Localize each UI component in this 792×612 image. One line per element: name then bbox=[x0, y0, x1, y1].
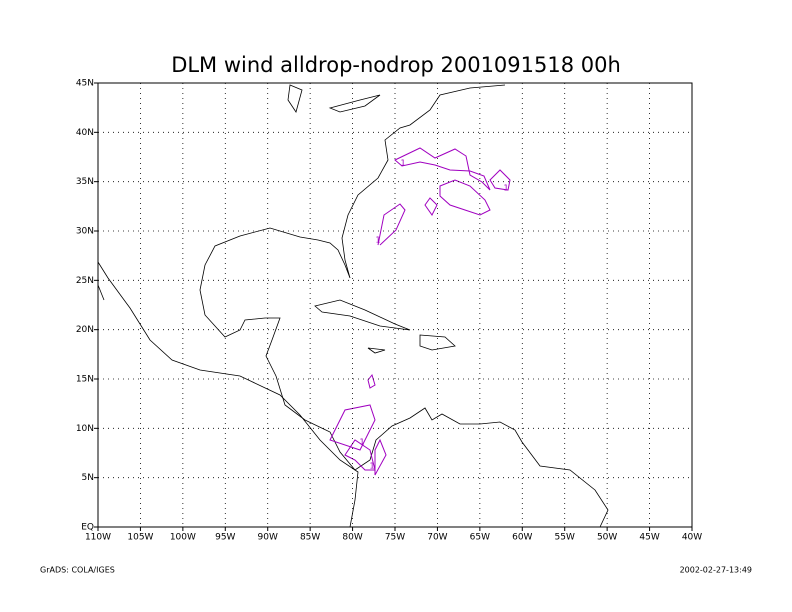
x-tick-label: 105W bbox=[127, 533, 153, 543]
contour bbox=[367, 373, 376, 389]
x-tick-label: 45W bbox=[639, 533, 659, 543]
lake bbox=[328, 94, 381, 113]
contour bbox=[394, 147, 491, 191]
x-tick-label: 40W bbox=[682, 533, 702, 543]
footer-right: 2002-02-27-13:49 bbox=[680, 566, 752, 575]
y-tick-label: 45N bbox=[76, 79, 94, 89]
x-tick-label: 65W bbox=[470, 533, 490, 543]
plot-frame bbox=[97, 82, 693, 528]
x-tick-label: 90W bbox=[258, 533, 278, 543]
x-tick-label: 110W bbox=[85, 533, 111, 543]
lake bbox=[287, 84, 303, 113]
x-tick-label: 75W bbox=[385, 533, 405, 543]
coastline bbox=[97, 284, 105, 301]
contour bbox=[374, 438, 387, 476]
footer-left: GrADS: COLA/IGES bbox=[40, 566, 115, 575]
y-tick-label: 35N bbox=[76, 177, 94, 187]
contours: 1 1 1 1 1 bbox=[329, 147, 511, 476]
coastline bbox=[97, 261, 359, 528]
island bbox=[419, 334, 456, 351]
x-tick-label: 55W bbox=[555, 533, 575, 543]
y-tick-label: 25N bbox=[76, 276, 94, 286]
y-tick-label: 15N bbox=[76, 375, 94, 385]
contour-label: 1 bbox=[359, 438, 364, 447]
coastlines bbox=[97, 84, 609, 528]
coastline bbox=[199, 84, 609, 528]
contour bbox=[439, 179, 491, 216]
y-tick-label: 20N bbox=[76, 325, 94, 335]
x-tick-label: 50W bbox=[597, 533, 617, 543]
contour bbox=[377, 203, 406, 246]
x-tick-label: 80W bbox=[342, 533, 362, 543]
contour-label: 1 bbox=[375, 236, 380, 245]
contour-label: 1 bbox=[400, 159, 405, 168]
y-tick-label: 40N bbox=[76, 128, 94, 138]
contour bbox=[329, 404, 376, 451]
contour bbox=[489, 169, 511, 191]
x-tick-label: 60W bbox=[512, 533, 532, 543]
contour-label: 1 bbox=[503, 184, 508, 193]
island bbox=[314, 299, 411, 331]
island bbox=[367, 347, 386, 354]
chart-title: DLM wind alldrop-nodrop 2001091518 00h bbox=[171, 53, 621, 77]
y-tick-label: 30N bbox=[76, 227, 94, 237]
x-tick-label: 95W bbox=[215, 533, 235, 543]
y-tick-label: 5N bbox=[82, 473, 94, 483]
y-tick-label: 10N bbox=[76, 424, 94, 434]
x-tick-label: 100W bbox=[170, 533, 196, 543]
x-tick-label: 70W bbox=[427, 533, 447, 543]
y-tick-label: EQ bbox=[81, 523, 94, 533]
x-tick-label: 85W bbox=[300, 533, 320, 543]
contour-label: 1 bbox=[369, 462, 374, 471]
contour bbox=[424, 197, 438, 216]
